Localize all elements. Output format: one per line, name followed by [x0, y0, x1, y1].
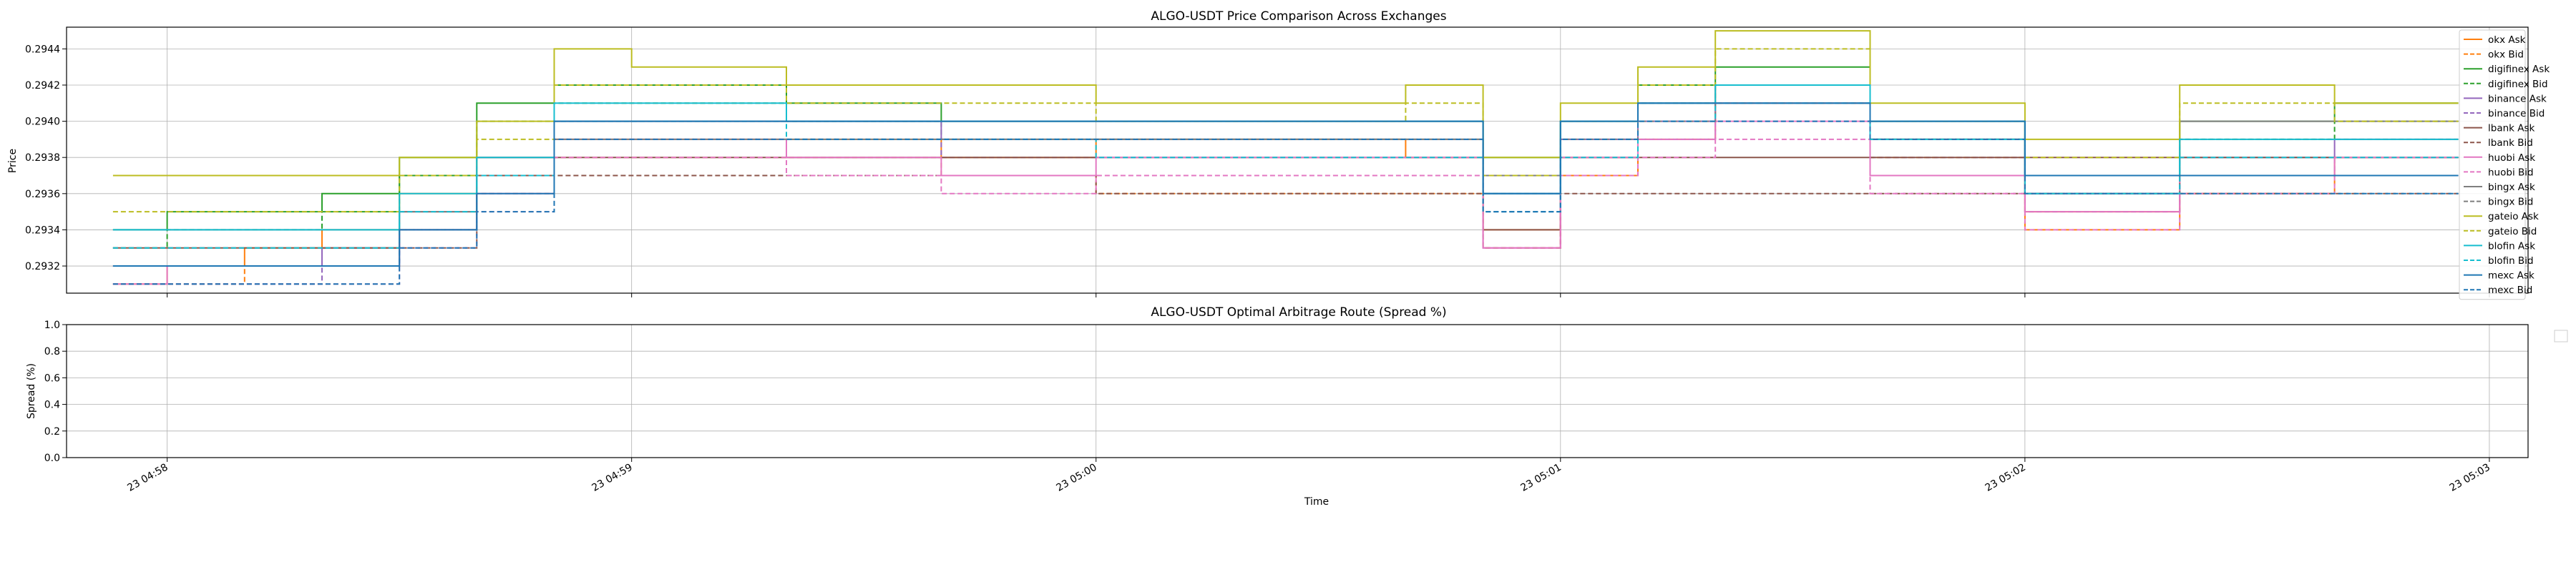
series-line-huobi-ask: [112, 120, 2459, 285]
series-line-digifinex-bid: [112, 84, 2459, 249]
legend-label: huobi Ask: [2488, 152, 2535, 164]
legend-label: bingx Bid: [2488, 197, 2533, 208]
legend-label: okx Bid: [2488, 49, 2524, 61]
legend-label: blofin Bid: [2488, 255, 2534, 267]
x-tick-label: 23 05:02: [1984, 462, 2028, 494]
legend-label: blofin Ask: [2488, 240, 2535, 252]
legend-label: gateio Ask: [2488, 211, 2539, 222]
legend-label: gateio Bid: [2488, 226, 2537, 237]
spread-chart-x-axis-label: Time: [1304, 496, 1329, 508]
legend-label: binance Ask: [2488, 93, 2547, 104]
series-line-binance-ask: [112, 102, 2459, 267]
y-tick-label: 0.2932: [25, 261, 60, 272]
legend-label: mexc Ask: [2488, 270, 2534, 282]
y-tick-label: 1.0: [44, 320, 60, 331]
legend-label: digifinex Ask: [2488, 64, 2550, 75]
spread-chart-title: ALGO-USDT Optimal Arbitrage Route (Sprea…: [1151, 305, 1446, 320]
legend-label: bingx Ask: [2488, 182, 2535, 193]
spread-chart-grid: [67, 324, 2528, 458]
x-tick-label: 23 05:00: [1055, 462, 1099, 494]
price-chart-title: ALGO-USDT Price Comparison Across Exchan…: [1151, 9, 1446, 24]
price-chart-legend: okx Ask okx Bid digifinex Ask digifinex Bid…: [2459, 29, 2550, 300]
legend-label: lbank Ask: [2488, 123, 2535, 134]
legend-label: binance Bid: [2488, 108, 2545, 119]
series-line-mexc-ask: [112, 102, 2459, 267]
price-chart-grid: [67, 27, 2528, 293]
y-tick-label: 0.2936: [25, 189, 60, 200]
legend-label: mexc Bid: [2488, 285, 2532, 296]
y-tick-label: 0.0: [44, 453, 60, 464]
series-line-okx-ask: [112, 84, 2459, 285]
spread-chart: ALGO-USDT Optimal Arbitrage Route (Sprea…: [26, 305, 2568, 508]
series-line-mexc-bid: [112, 120, 2459, 285]
spread-chart-y-axis-label: Spread (%): [26, 363, 37, 419]
x-tick-label: 23 04:58: [125, 462, 170, 494]
series-line-digifinex-ask: [112, 66, 2459, 231]
spread-chart-empty-legend: [2554, 330, 2568, 342]
price-chart-series: [112, 30, 2459, 285]
x-tick-label: 23 05:03: [2448, 462, 2492, 494]
legend-label: lbank Bid: [2488, 137, 2533, 149]
x-tick-label: 23 04:59: [590, 462, 634, 494]
price-chart-y-ticks: 0.2932 0.2934 0.2936 0.2938 0.2940 0.2942 0.29…: [25, 44, 67, 272]
series-line-binance-bid: [112, 120, 2459, 285]
series-line-lbank-bid: [112, 174, 2459, 267]
y-tick-label: 0.2: [44, 426, 60, 438]
y-tick-label: 0.2934: [25, 225, 60, 236]
price-chart-x-ticks: [167, 293, 2490, 297]
legend-label: digifinex Bid: [2488, 79, 2548, 90]
price-chart-frame: [66, 26, 2529, 294]
legend-label: okx Ask: [2488, 34, 2526, 46]
x-tick-label: 23 05:01: [1519, 462, 1563, 494]
y-tick-label: 0.4: [44, 400, 60, 411]
y-tick-label: 0.2938: [25, 152, 60, 164]
y-tick-label: 0.6: [44, 373, 60, 384]
legend-box: [2459, 29, 2526, 300]
spread-chart-frame: [66, 324, 2529, 458]
series-line-lbank-ask: [112, 157, 2459, 249]
y-tick-label: 0.2940: [25, 117, 60, 128]
series-line-gateio-bid: [112, 48, 2459, 213]
price-chart: ALGO-USDT Price Comparison Across Exchan…: [7, 9, 2550, 300]
price-chart-y-axis-label: Price: [7, 149, 19, 173]
legend-label: huobi Bid: [2488, 167, 2534, 178]
series-line-gateio-ask: [112, 30, 2459, 177]
spread-chart-y-ticks: 0.0 0.2 0.4 0.6 0.8 1.0: [44, 320, 67, 464]
spread-chart-x-ticks: 23 04:58 23 04:59 23 05:00 23 05:01 23 05:02…: [125, 458, 2492, 494]
y-tick-label: 0.8: [44, 346, 60, 358]
y-tick-label: 0.2944: [25, 44, 60, 55]
y-tick-label: 0.2942: [25, 80, 60, 92]
